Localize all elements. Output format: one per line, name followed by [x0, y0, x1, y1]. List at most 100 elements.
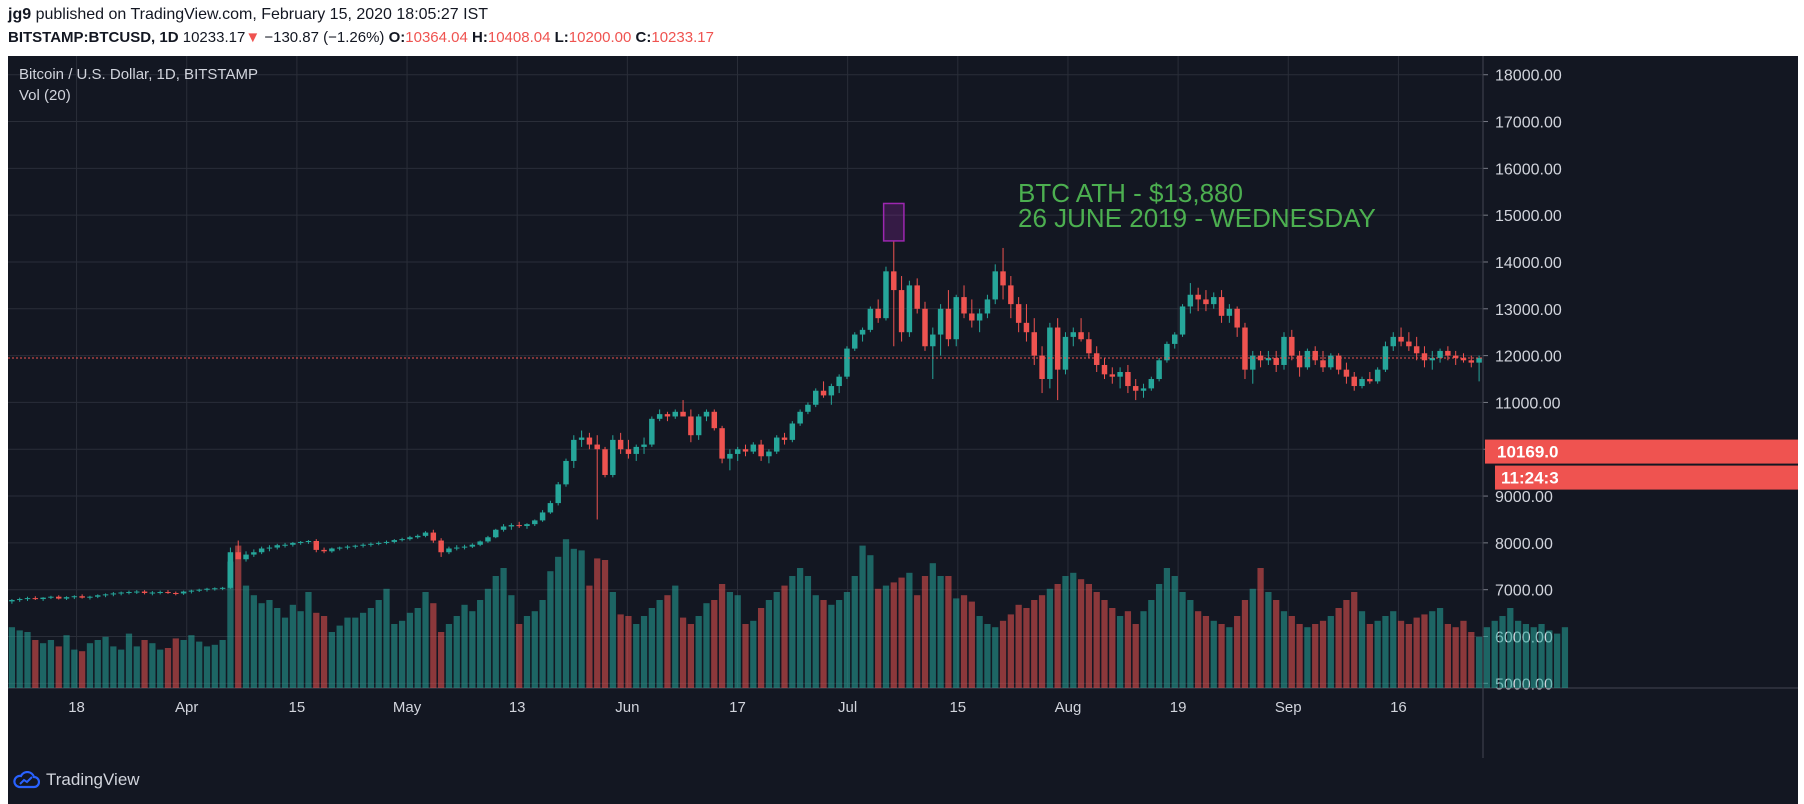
volume-bar	[235, 545, 242, 688]
volume-bar	[843, 592, 851, 688]
volume-bar	[1077, 579, 1085, 688]
volume-bar	[742, 624, 749, 688]
volume-bar	[570, 548, 577, 688]
candle-body	[852, 334, 858, 349]
candle-body	[1281, 336, 1287, 365]
candle-body	[9, 599, 15, 602]
candle-body	[1343, 369, 1350, 377]
candle-body	[906, 285, 913, 333]
volume-bar	[305, 592, 312, 688]
y-tick-label: 17000.00	[1495, 115, 1562, 132]
ohlc-bar: BITSTAMP:BTCUSD, 1D 10233.17▼ −130.87 (−…	[8, 29, 714, 46]
candle-body	[1250, 355, 1256, 370]
candle-body	[1421, 353, 1428, 361]
volume-bar	[133, 646, 140, 688]
volume-bar	[1304, 627, 1311, 688]
candle-body	[789, 423, 796, 440]
volume-bar	[1452, 627, 1459, 688]
volume-bar	[1038, 595, 1046, 688]
tradingview-logo[interactable]: TradingView	[12, 770, 140, 790]
candle-body	[266, 547, 273, 549]
candle-body	[24, 598, 31, 600]
volume-bar	[141, 640, 148, 688]
volume-bar	[266, 600, 273, 688]
candle-body	[1054, 327, 1061, 370]
volume-bar	[968, 601, 975, 688]
candle-body	[1218, 297, 1225, 316]
candle-body	[992, 271, 998, 300]
volume-bar	[820, 600, 827, 688]
volume-bar	[1054, 584, 1061, 688]
volume-bar	[172, 638, 179, 688]
candle-body	[235, 552, 241, 560]
volume-bar	[39, 643, 47, 688]
volume-bar	[1358, 611, 1366, 688]
candle-body	[758, 444, 764, 457]
volume-bar	[882, 585, 890, 688]
volume-bar	[867, 555, 874, 688]
candle-body	[625, 449, 632, 454]
y-tick-label: 14000.00	[1495, 255, 1562, 272]
chart-panel[interactable]: 5000.006000.007000.008000.009000.0010000…	[8, 56, 1798, 758]
candle-body	[1367, 379, 1373, 382]
candle-body	[1398, 336, 1404, 342]
candle-body	[414, 535, 421, 538]
candle-body	[243, 554, 249, 560]
volume-bar	[1101, 600, 1108, 688]
x-tick-label: 15	[949, 699, 966, 716]
candle-body	[1265, 357, 1272, 361]
volume-bar	[1382, 616, 1389, 688]
candle-body	[1140, 388, 1147, 391]
candle-body	[1226, 308, 1233, 316]
candle-body	[227, 552, 234, 588]
candle-body	[63, 597, 70, 599]
ath-annotation[interactable]: BTC ATH - $13,880 26 JUNE 2019 - WEDNESD…	[1018, 180, 1376, 231]
candle-body	[493, 529, 499, 538]
candle-body	[1289, 336, 1295, 356]
volume-bar	[16, 630, 23, 688]
candle-body	[508, 525, 515, 527]
price-chart[interactable]: 5000.006000.007000.008000.009000.0010000…	[8, 56, 1798, 758]
candle-body	[649, 418, 655, 445]
candle-body	[79, 596, 85, 598]
volume-bar	[320, 616, 328, 688]
volume-bar	[125, 633, 133, 688]
volume-bar	[1296, 624, 1303, 688]
volume-bar	[1335, 608, 1342, 688]
candle-body	[336, 547, 343, 549]
volume-bar	[1210, 620, 1217, 688]
candle-body	[937, 308, 944, 335]
candle-body	[1156, 360, 1162, 380]
volume-bar	[55, 646, 62, 688]
publisher-name[interactable]: jg9	[8, 6, 32, 23]
candle-body	[204, 588, 210, 590]
high-value: 10408.04	[487, 29, 551, 46]
x-tick-label: Sep	[1275, 699, 1302, 716]
volume-bar	[633, 624, 640, 688]
volume-bar	[258, 603, 265, 688]
candle-body	[1429, 357, 1436, 361]
volume-bar	[500, 568, 507, 688]
volume-bar	[422, 592, 429, 688]
volume-bar	[797, 568, 804, 688]
candle-body	[1109, 374, 1116, 377]
volume-bar	[477, 600, 484, 688]
candle-body	[321, 549, 327, 552]
change-arrow-icon: ▼	[245, 29, 261, 46]
candle-body	[368, 543, 374, 545]
volume-bar	[1140, 611, 1147, 688]
candle-body	[516, 525, 522, 527]
volume-bar	[1070, 572, 1077, 688]
volume-indicator-label[interactable]: Vol (20)	[19, 87, 71, 104]
x-tick-label: Aug	[1055, 699, 1082, 716]
volume-bar	[328, 632, 335, 688]
volume-bar	[531, 611, 538, 688]
volume-bar	[703, 603, 710, 688]
candle-body	[274, 545, 280, 548]
volume-bar	[1413, 617, 1420, 688]
y-tick-label: 16000.00	[1495, 161, 1562, 178]
candle-body	[781, 437, 788, 440]
candle-body	[485, 537, 491, 542]
candle-body	[610, 439, 616, 475]
candle-body	[1234, 308, 1240, 328]
